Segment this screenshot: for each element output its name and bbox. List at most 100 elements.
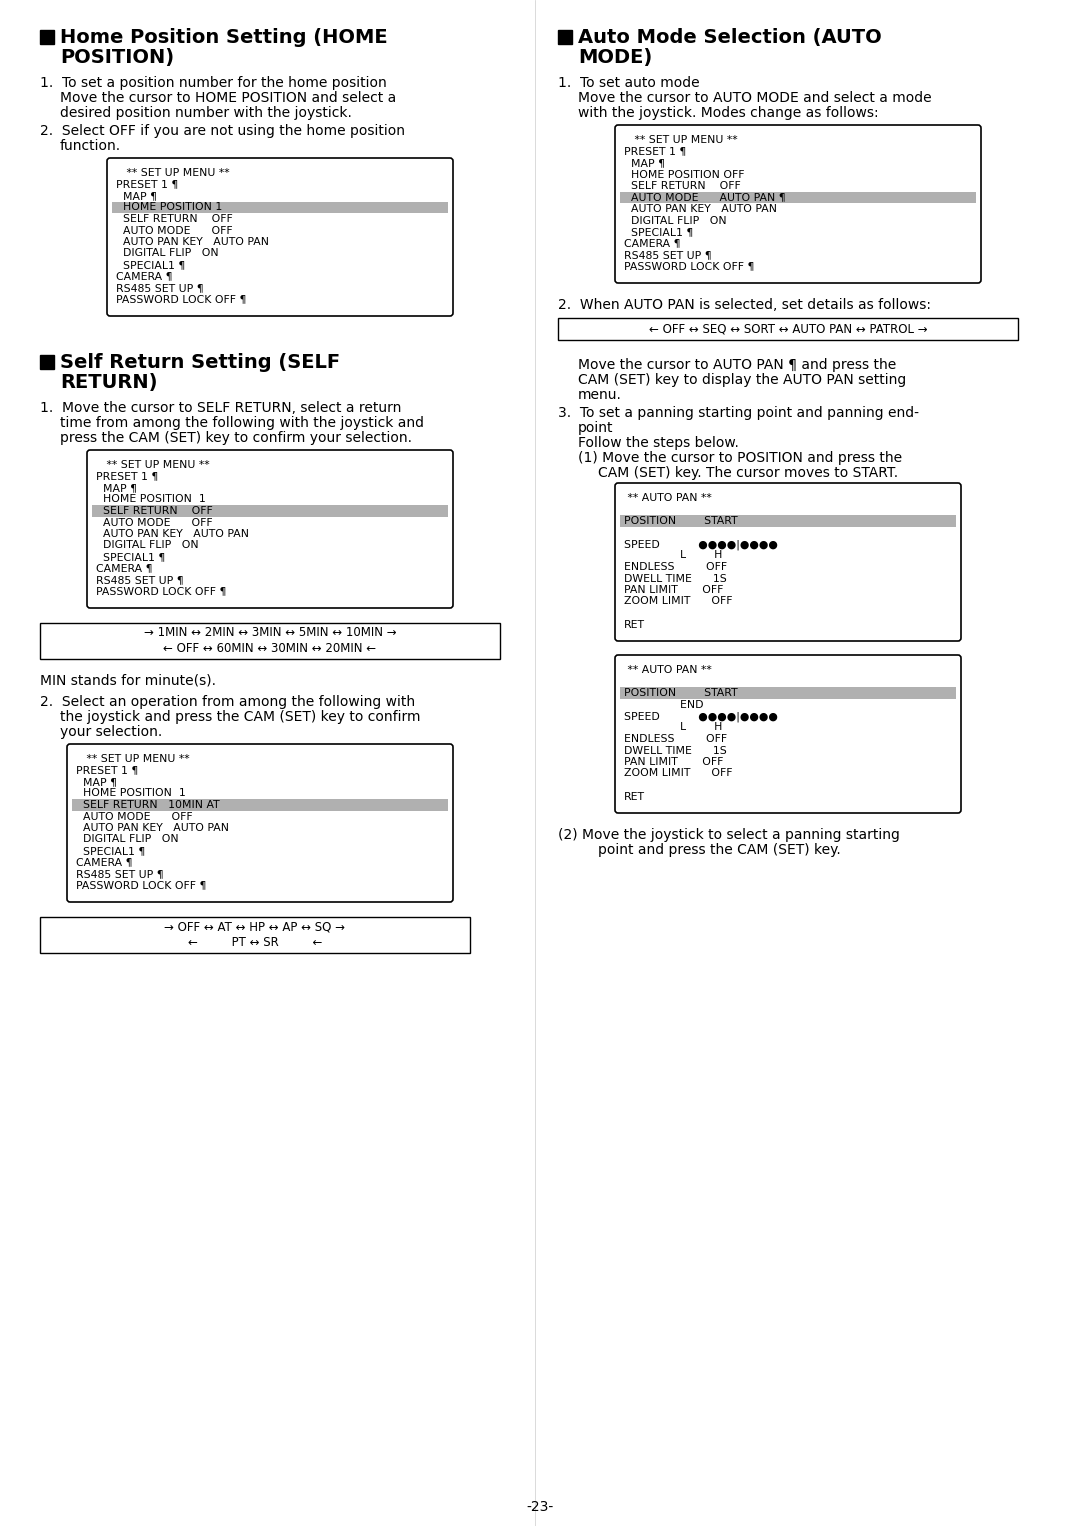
Bar <box>620 514 956 526</box>
Text: 1.  To set a position number for the home position: 1. To set a position number for the home… <box>40 76 387 90</box>
Text: Move the cursor to AUTO PAN ¶ and press the: Move the cursor to AUTO PAN ¶ and press … <box>578 359 896 372</box>
Bar <box>620 687 956 699</box>
Bar <box>40 31 54 44</box>
Text: press the CAM (SET) key to confirm your selection.: press the CAM (SET) key to confirm your … <box>60 430 411 446</box>
Text: → 1MIN ↔ 2MIN ↔ 3MIN ↔ 5MIN ↔ 10MIN →: → 1MIN ↔ 2MIN ↔ 3MIN ↔ 5MIN ↔ 10MIN → <box>144 627 396 639</box>
Text: (2) Move the joystick to select a panning starting: (2) Move the joystick to select a pannin… <box>558 829 900 842</box>
Text: HOME POSITION  1: HOME POSITION 1 <box>76 789 186 798</box>
Text: ZOOM LIMIT      OFF: ZOOM LIMIT OFF <box>624 769 732 778</box>
Text: AUTO PAN KEY   AUTO PAN: AUTO PAN KEY AUTO PAN <box>76 823 229 833</box>
Text: ← OFF ↔ 60MIN ↔ 30MIN ↔ 20MIN ←: ← OFF ↔ 60MIN ↔ 30MIN ↔ 20MIN ← <box>163 642 377 656</box>
Text: PRESET 1 ¶: PRESET 1 ¶ <box>624 146 686 157</box>
Text: ** AUTO PAN **: ** AUTO PAN ** <box>624 665 712 674</box>
Text: AUTO MODE      OFF: AUTO MODE OFF <box>96 517 213 528</box>
FancyBboxPatch shape <box>67 745 453 902</box>
FancyBboxPatch shape <box>87 450 453 607</box>
Text: 1.  To set auto mode: 1. To set auto mode <box>558 76 700 90</box>
Text: ZOOM LIMIT      OFF: ZOOM LIMIT OFF <box>624 597 732 606</box>
Text: your selection.: your selection. <box>60 725 162 739</box>
Text: Auto Mode Selection (AUTO: Auto Mode Selection (AUTO <box>578 27 881 47</box>
Bar <box>558 31 572 44</box>
Text: MAP ¶: MAP ¶ <box>624 159 665 168</box>
Bar <box>620 191 976 203</box>
Bar <box>40 623 500 659</box>
Bar <box>112 201 448 214</box>
Text: → OFF ↔ AT ↔ HP ↔ AP ↔ SQ →: → OFF ↔ AT ↔ HP ↔ AP ↔ SQ → <box>164 920 346 934</box>
Text: RET: RET <box>624 792 645 801</box>
Text: ** SET UP MENU **: ** SET UP MENU ** <box>624 134 738 145</box>
Text: AUTO PAN KEY   AUTO PAN: AUTO PAN KEY AUTO PAN <box>116 237 269 247</box>
Text: PAN LIMIT       OFF: PAN LIMIT OFF <box>624 757 724 768</box>
Text: 2.  Select OFF if you are not using the home position: 2. Select OFF if you are not using the h… <box>40 124 405 137</box>
Text: MAP ¶: MAP ¶ <box>96 484 137 493</box>
Text: HOME POSITION  1: HOME POSITION 1 <box>96 494 206 505</box>
Text: SPECIAL1 ¶: SPECIAL1 ¶ <box>96 552 165 562</box>
Text: ←         PT ↔ SR         ←: ← PT ↔ SR ← <box>188 937 322 949</box>
Text: SPEED           ●●●●|●●●●: SPEED ●●●●|●●●● <box>624 539 778 549</box>
Text: AUTO MODE      OFF: AUTO MODE OFF <box>76 812 192 821</box>
Text: MODE): MODE) <box>578 47 652 67</box>
Text: 2.  Select an operation from among the following with: 2. Select an operation from among the fo… <box>40 694 415 710</box>
Text: CAM (SET) key. The cursor moves to START.: CAM (SET) key. The cursor moves to START… <box>598 465 899 481</box>
Text: DWELL TIME      1S: DWELL TIME 1S <box>624 574 727 583</box>
Text: L        H: L H <box>624 722 723 732</box>
Text: the joystick and press the CAM (SET) key to confirm: the joystick and press the CAM (SET) key… <box>60 710 420 723</box>
FancyBboxPatch shape <box>615 125 981 282</box>
Text: desired position number with the joystick.: desired position number with the joystic… <box>60 105 352 121</box>
Text: SELF RETURN    OFF: SELF RETURN OFF <box>96 507 213 516</box>
Bar <box>40 917 470 954</box>
Text: DIGITAL FLIP   ON: DIGITAL FLIP ON <box>76 835 178 844</box>
Text: RS485 SET UP ¶: RS485 SET UP ¶ <box>624 250 712 259</box>
Text: HOME POSITION OFF: HOME POSITION OFF <box>624 169 744 180</box>
Text: 3.  To set a panning starting point and panning end-: 3. To set a panning starting point and p… <box>558 406 919 420</box>
Text: Follow the steps below.: Follow the steps below. <box>578 436 739 450</box>
Text: POSITION        START: POSITION START <box>624 516 738 526</box>
Text: PASSWORD LOCK OFF ¶: PASSWORD LOCK OFF ¶ <box>96 586 227 597</box>
Text: SPEED           ●●●●|●●●●: SPEED ●●●●|●●●● <box>624 711 778 722</box>
Text: END: END <box>624 699 703 710</box>
Text: DIGITAL FLIP   ON: DIGITAL FLIP ON <box>624 215 727 226</box>
Text: Move the cursor to AUTO MODE and select a mode: Move the cursor to AUTO MODE and select … <box>578 92 932 105</box>
Text: PRESET 1 ¶: PRESET 1 ¶ <box>116 180 178 189</box>
Bar <box>40 356 54 369</box>
Text: CAMERA ¶: CAMERA ¶ <box>96 563 152 574</box>
Text: AUTO PAN KEY   AUTO PAN: AUTO PAN KEY AUTO PAN <box>624 204 777 214</box>
Text: Self Return Setting (SELF: Self Return Setting (SELF <box>60 353 340 372</box>
Text: time from among the following with the joystick and: time from among the following with the j… <box>60 417 424 430</box>
Text: AUTO MODE      OFF: AUTO MODE OFF <box>116 226 232 235</box>
Text: RS485 SET UP ¶: RS485 SET UP ¶ <box>116 282 204 293</box>
Text: SPECIAL1 ¶: SPECIAL1 ¶ <box>116 259 186 270</box>
Text: ENDLESS         OFF: ENDLESS OFF <box>624 734 727 745</box>
Text: Move the cursor to HOME POSITION and select a: Move the cursor to HOME POSITION and sel… <box>60 92 396 105</box>
Text: MAP ¶: MAP ¶ <box>76 777 117 787</box>
Text: PRESET 1 ¶: PRESET 1 ¶ <box>96 472 159 482</box>
Text: POSITION): POSITION) <box>60 47 174 67</box>
Text: PAN LIMIT       OFF: PAN LIMIT OFF <box>624 584 724 595</box>
Text: DWELL TIME      1S: DWELL TIME 1S <box>624 746 727 755</box>
Text: RS485 SET UP ¶: RS485 SET UP ¶ <box>96 575 184 584</box>
Text: PASSWORD LOCK OFF ¶: PASSWORD LOCK OFF ¶ <box>116 295 246 305</box>
Text: RETURN): RETURN) <box>60 372 158 392</box>
FancyBboxPatch shape <box>615 655 961 813</box>
Text: ENDLESS         OFF: ENDLESS OFF <box>624 562 727 572</box>
Text: (1) Move the cursor to POSITION and press the: (1) Move the cursor to POSITION and pres… <box>578 452 902 465</box>
Text: AUTO PAN KEY   AUTO PAN: AUTO PAN KEY AUTO PAN <box>96 530 249 539</box>
Text: ** SET UP MENU **: ** SET UP MENU ** <box>96 459 210 470</box>
Bar <box>72 800 448 810</box>
Text: PASSWORD LOCK OFF ¶: PASSWORD LOCK OFF ¶ <box>624 261 754 272</box>
Text: -23-: -23- <box>526 1500 554 1514</box>
Text: SELF RETURN   10MIN AT: SELF RETURN 10MIN AT <box>76 800 219 810</box>
Text: RET: RET <box>624 620 645 630</box>
Text: CAMERA ¶: CAMERA ¶ <box>624 238 680 249</box>
Text: ** SET UP MENU **: ** SET UP MENU ** <box>76 754 190 765</box>
Text: SPECIAL1 ¶: SPECIAL1 ¶ <box>624 227 693 237</box>
Text: AUTO MODE      AUTO PAN ¶: AUTO MODE AUTO PAN ¶ <box>624 192 785 203</box>
Text: 2.  When AUTO PAN is selected, set details as follows:: 2. When AUTO PAN is selected, set detail… <box>558 298 931 311</box>
Text: menu.: menu. <box>578 388 622 401</box>
FancyBboxPatch shape <box>107 159 453 316</box>
Text: point: point <box>578 421 613 435</box>
Text: CAM (SET) key to display the AUTO PAN setting: CAM (SET) key to display the AUTO PAN se… <box>578 372 906 388</box>
Text: CAMERA ¶: CAMERA ¶ <box>116 272 173 281</box>
Bar <box>558 317 1018 340</box>
Text: ← OFF ↔ SEQ ↔ SORT ↔ AUTO PAN ↔ PATROL →: ← OFF ↔ SEQ ↔ SORT ↔ AUTO PAN ↔ PATROL → <box>649 322 928 336</box>
